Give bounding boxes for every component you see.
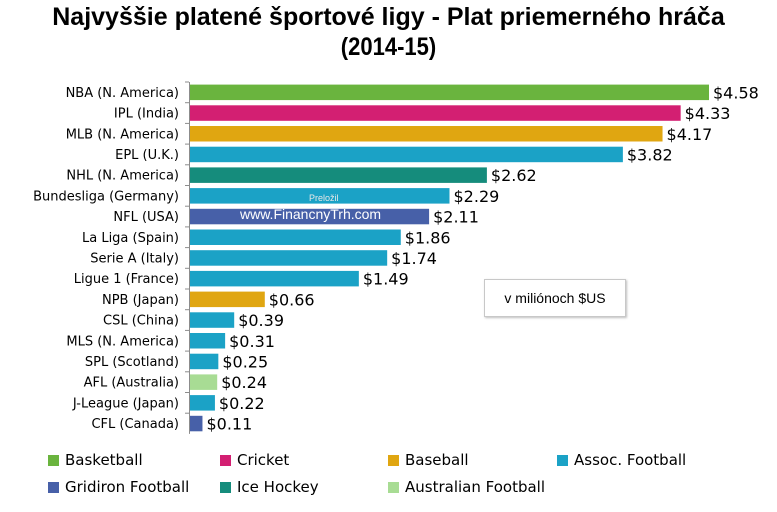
category-label: IPL (India) <box>114 107 179 122</box>
legend-label: Assoc. Football <box>574 451 687 469</box>
bar-value-label: $3.82 <box>627 145 673 164</box>
bar <box>190 312 235 328</box>
bar-value-label: $4.17 <box>667 125 713 144</box>
bar <box>190 105 681 121</box>
bar <box>190 208 430 225</box>
legend-swatch <box>388 454 399 466</box>
category-label: MLB (N. America) <box>66 127 179 142</box>
category-label: J-League (Japan) <box>72 396 179 411</box>
category-label: Bundesliga (Germany) <box>33 189 179 204</box>
bar-value-label: $1.86 <box>405 228 451 247</box>
category-label: Serie A (Italy) <box>90 251 179 266</box>
legend-swatch <box>48 454 59 466</box>
bar-value-label: $4.33 <box>685 104 731 123</box>
legend-item: Gridiron Football <box>48 475 189 499</box>
category-label: SPL (Scotland) <box>85 355 179 370</box>
legend-label: Ice Hockey <box>237 478 319 496</box>
category-label: MLS (N. America) <box>66 334 179 349</box>
bar <box>190 146 623 163</box>
legend-label: Baseball <box>405 451 469 469</box>
category-label: NBA (N. America) <box>66 86 179 101</box>
bar-value-label: $0.11 <box>206 415 252 434</box>
unit-note: v miliónoch $US <box>484 279 626 317</box>
legend-label: Cricket <box>237 451 290 469</box>
legend-swatch <box>220 481 231 493</box>
bar-value-label: $4.58 <box>713 83 759 102</box>
legend-item: Ice Hockey <box>220 475 319 499</box>
legend-swatch <box>557 454 568 466</box>
legend-item: Australian Football <box>388 475 545 499</box>
bar-value-label: $0.22 <box>219 394 265 413</box>
legend-swatch <box>220 454 231 466</box>
category-label: NPB (Japan) <box>102 293 179 308</box>
bar <box>190 167 487 183</box>
chart-title: Najvyššie platené športové ligy - Plat p… <box>52 3 725 31</box>
legend-label: Gridiron Football <box>65 478 190 496</box>
legend-item: Basketball <box>48 448 143 472</box>
legend-label: Australian Football <box>405 478 546 496</box>
category-label: CSL (China) <box>103 314 179 329</box>
legend-item: Assoc. Football <box>557 448 686 472</box>
category-label: AFL (Australia) <box>84 376 179 391</box>
bar <box>190 395 215 411</box>
bar <box>190 270 359 287</box>
bar-chart: NBA (N. America) $4.58 IPL (India) $4.33 MLB… <box>33 81 759 434</box>
category-label: NHL (N. America) <box>66 169 179 184</box>
bar <box>190 291 265 308</box>
bar <box>190 188 450 204</box>
bar-value-label: $0.66 <box>269 290 315 309</box>
legend-swatch <box>48 481 59 493</box>
category-label: Ligue 1 (France) <box>74 272 179 287</box>
bar-value-label: $0.25 <box>222 352 268 371</box>
bar <box>190 229 401 245</box>
bar-value-label: $1.74 <box>391 249 437 268</box>
bar-value-label: $0.24 <box>221 373 267 392</box>
bar <box>190 126 663 142</box>
bar-value-label: $2.11 <box>433 208 479 227</box>
chart-subtitle: (2014-15) <box>340 32 437 61</box>
bar <box>190 333 226 349</box>
bar <box>190 84 709 101</box>
legend-item: Cricket <box>220 448 289 472</box>
bar-value-label: $0.31 <box>229 332 275 351</box>
category-label: CFL (Canada) <box>91 417 179 432</box>
legend-item: Baseball <box>388 448 469 472</box>
bar-value-label: $2.62 <box>491 166 537 185</box>
chart-legend: Basketball Cricket Baseball Assoc. Football… <box>0 445 777 505</box>
bar <box>190 250 388 266</box>
category-label: EPL (U.K.) <box>115 148 179 163</box>
watermark-url: www.FinancnyTrh.com <box>240 206 382 222</box>
category-label: NFL (USA) <box>113 210 179 225</box>
bar-value-label: $1.49 <box>363 270 409 289</box>
bar-value-label: $0.39 <box>238 311 284 330</box>
bar-value-label: $2.29 <box>454 187 500 206</box>
watermark-translated-by: Preložil <box>309 193 339 203</box>
legend-label: Basketball <box>65 451 143 469</box>
category-label: La Liga (Spain) <box>82 231 179 246</box>
bar <box>190 415 203 432</box>
legend-swatch <box>388 481 399 493</box>
bar <box>190 353 219 370</box>
bar <box>190 374 218 390</box>
